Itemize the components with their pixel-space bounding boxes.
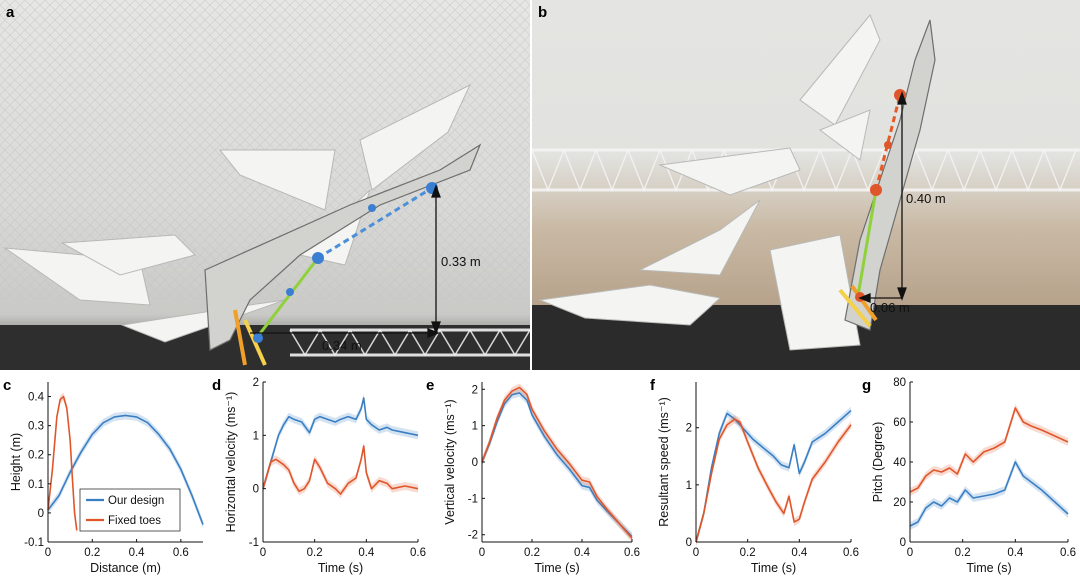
legend: Our design Fixed toes <box>79 488 181 532</box>
x-tick-label: 0.2 <box>307 547 323 559</box>
series-line-our-design <box>47 414 204 525</box>
series-band-fixed-toes <box>263 442 418 498</box>
y-tick-label: 0.3 <box>28 421 44 433</box>
panel-letter-c: c <box>3 377 11 394</box>
x-tick-label: 0.2 <box>955 547 971 559</box>
series-line-fixed-toes <box>262 445 419 495</box>
x-tick-label: 0.4 <box>129 547 146 559</box>
x-tick-label: 0.4 <box>574 547 591 559</box>
series-line-fixed-toes <box>481 386 633 539</box>
x-tick-label: 0 <box>45 547 51 559</box>
x-tick-label: 0.4 <box>1007 547 1024 559</box>
panel-letter-d: d <box>212 377 221 394</box>
x-axis-label: Distance (m) <box>90 561 161 575</box>
y-tick-label: 40 <box>893 457 906 469</box>
y-tick-label: 20 <box>893 497 906 509</box>
y-tick-label: 0.1 <box>28 479 44 491</box>
y-tick-label: -2 <box>468 530 478 542</box>
y-tick-label: -0.1 <box>24 537 44 549</box>
y-tick-label: 2 <box>472 384 478 396</box>
y-tick-label: 1 <box>686 480 692 492</box>
panel-letter-a: a <box>6 4 15 21</box>
series-line-fixed-toes <box>47 395 78 531</box>
y-tick-label: 0.4 <box>28 392 45 404</box>
series-line-fixed-toes <box>695 418 852 543</box>
y-tick-label: 0 <box>472 457 478 469</box>
y-axis-label: Horizontal velocity (ms⁻¹) <box>224 392 238 533</box>
x-axis-label: Time (s) <box>318 561 363 575</box>
legend-box <box>79 488 181 532</box>
series-line-our-design <box>695 409 852 543</box>
y-axis-label: Resultant speed (ms⁻¹) <box>657 397 671 527</box>
vertical-measurement-a: 0.33 m <box>441 254 481 269</box>
x-axis-label: Time (s) <box>534 561 579 575</box>
y-axis-label: Height (m) <box>9 433 23 491</box>
x-tick-label: 0 <box>693 547 699 559</box>
panel-letter-b: b <box>538 4 547 21</box>
legend-label-fixed-toes: Fixed toes <box>108 515 161 527</box>
legend-label-our-design: Our design <box>108 495 164 507</box>
y-tick-label: 0 <box>38 508 44 520</box>
x-tick-label: 0.6 <box>173 547 189 559</box>
y-tick-label: 1 <box>472 421 478 433</box>
series-band-our-design <box>263 394 418 493</box>
x-tick-label: 0.2 <box>740 547 756 559</box>
y-tick-label: 2 <box>253 377 259 389</box>
x-tick-label: 0.6 <box>410 547 426 559</box>
photo-a: a 0.33 m 0.34 m <box>0 0 531 370</box>
photo-b: b 0.40 m 0.06 m <box>531 0 1080 370</box>
y-tick-label: -1 <box>249 537 259 549</box>
x-tick-label: 0 <box>479 547 485 559</box>
x-axis-label: Time (s) <box>751 561 796 575</box>
x-axis-label: Time (s) <box>966 561 1011 575</box>
y-axis-label: Pitch (Degree) <box>871 422 885 503</box>
y-tick-label: 1 <box>253 430 259 442</box>
series-line-fixed-toes <box>909 407 1069 493</box>
horizontal-measurement-b: 0.06 m <box>870 300 910 315</box>
series-band-our-design <box>482 388 632 541</box>
x-tick-label: 0 <box>260 547 266 559</box>
x-tick-label: 0.4 <box>358 547 375 559</box>
x-tick-label: 0.4 <box>791 547 808 559</box>
series-line-our-design <box>909 461 1069 527</box>
chart-e: 0 0.2 0.4 0.6 -2 -1 0 1 2 Time (s) Vertical veloci… <box>443 382 640 575</box>
horizontal-measurement-a: 0.34 m <box>322 338 362 353</box>
series-band-our-design <box>696 406 851 546</box>
chart-g: 0 0.2 0.4 0.6 0 20 40 60 80 Time (s) Pitch (Degree… <box>871 377 1076 575</box>
panel-letter-g: g <box>862 377 871 394</box>
x-tick-label: 0.6 <box>843 547 859 559</box>
series-band-our-design <box>910 458 1068 530</box>
vertical-measurement-b: 0.40 m <box>906 191 946 206</box>
y-tick-label: 0 <box>253 484 259 496</box>
y-tick-label: 80 <box>893 377 906 389</box>
x-tick-label: 0.2 <box>524 547 540 559</box>
y-tick-label: 0.2 <box>28 450 44 462</box>
x-tick-label: 0.6 <box>624 547 640 559</box>
panel-letter-f: f <box>650 377 656 394</box>
series-line-our-design <box>481 392 633 538</box>
y-tick-label: 60 <box>893 417 906 429</box>
y-tick-label: 2 <box>686 423 692 435</box>
y-tick-label: -1 <box>468 493 478 505</box>
x-tick-label: 0.6 <box>1060 547 1076 559</box>
series-line-our-design <box>262 397 419 489</box>
y-tick-label: 0 <box>900 537 906 549</box>
y-tick-label: 0 <box>686 537 692 549</box>
y-axis-label: Vertical velocity (ms⁻¹) <box>443 399 457 524</box>
x-tick-label: 0.2 <box>84 547 100 559</box>
x-tick-label: 0 <box>907 547 913 559</box>
chart-f: 0 0.2 0.4 0.6 0 1 2 Time (s) Resultant speed (ms… <box>657 382 859 575</box>
panel-letter-e: e <box>426 377 434 394</box>
